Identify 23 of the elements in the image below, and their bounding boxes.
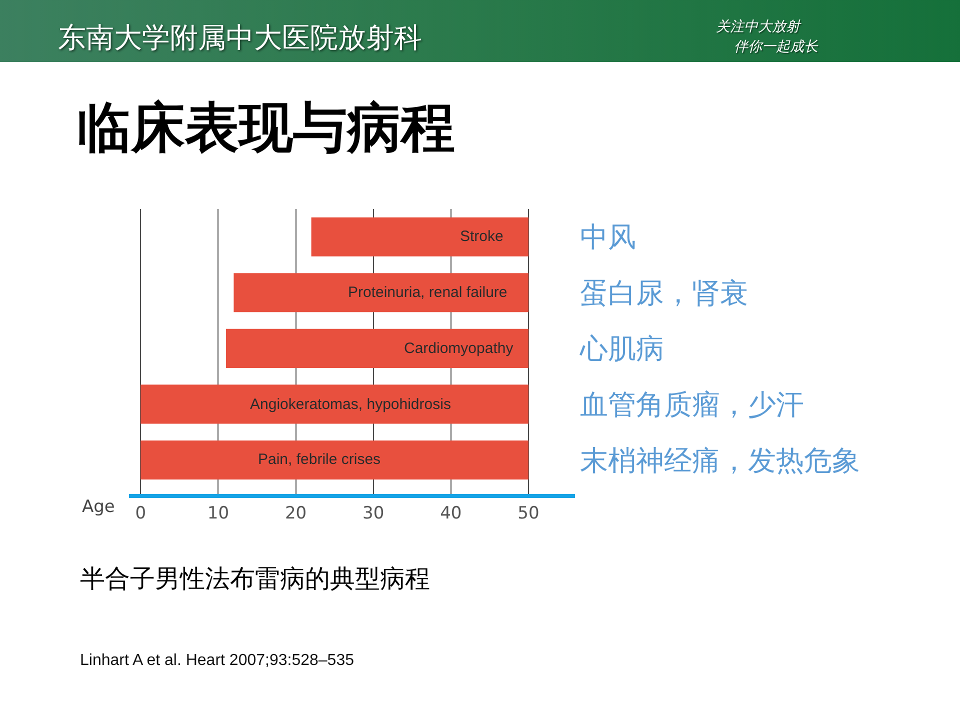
x-tick-label: 30 [362, 503, 384, 524]
text: Linhart A et al. Heart 2007;93:528–535 [80, 652, 354, 669]
x-tick-label: 50 [518, 503, 540, 524]
y-tick-label: 中风 [580, 220, 636, 254]
text: 伴你一起成长 [734, 39, 818, 55]
y-tick-label: 末梢神经痛，发热危象 [580, 444, 860, 477]
text: 关注中大放射 [716, 19, 800, 35]
x-tick-label: 10 [207, 503, 230, 524]
y-tick-label: 蛋白尿，肾衰 [580, 276, 748, 310]
text: 半合子男性法布雷病的典型病程 [80, 564, 430, 592]
y-tick-label: 心肌病 [579, 332, 664, 366]
annotation: Proteinuria, renal failure [348, 284, 508, 301]
x-tick-label: 40 [440, 503, 462, 524]
annotation: Cardiomyopathy [404, 340, 514, 357]
text: 东南大学附属中大医院放射科 [58, 21, 422, 54]
chart-title: 临床表现与病程 [77, 96, 455, 159]
y-tick-label: 血管角质瘤，少汗 [580, 388, 804, 422]
x-axis-title: Age [82, 497, 115, 517]
annotation: Stroke [460, 228, 504, 245]
annotation: Angiokeratomas, hypohidrosis [250, 396, 451, 413]
x-tick-label: 0 [135, 503, 146, 524]
x-tick-label: 20 [284, 503, 307, 524]
annotation: Pain, febrile crises [258, 451, 381, 468]
